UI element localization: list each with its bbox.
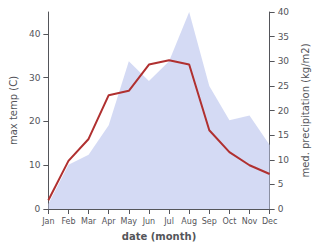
svg-text:Sep: Sep bbox=[202, 217, 217, 226]
svg-text:date (month): date (month) bbox=[122, 231, 196, 242]
svg-text:30: 30 bbox=[278, 56, 290, 66]
svg-text:40: 40 bbox=[278, 7, 290, 17]
svg-text:20: 20 bbox=[29, 116, 41, 126]
svg-text:Dec: Dec bbox=[262, 217, 277, 226]
svg-text:40: 40 bbox=[29, 29, 41, 39]
svg-text:Mar: Mar bbox=[81, 217, 97, 226]
svg-text:35: 35 bbox=[278, 32, 289, 42]
svg-text:0: 0 bbox=[35, 204, 41, 214]
svg-text:25: 25 bbox=[278, 81, 289, 91]
svg-text:med. precipitation (kg/m2): med. precipitation (kg/m2) bbox=[300, 43, 311, 177]
svg-text:max temp (C): max temp (C) bbox=[8, 76, 19, 145]
svg-text:20: 20 bbox=[278, 106, 290, 116]
svg-text:Aug: Aug bbox=[181, 217, 197, 226]
svg-text:Oct: Oct bbox=[222, 217, 236, 226]
svg-text:15: 15 bbox=[278, 130, 289, 140]
svg-text:Feb: Feb bbox=[61, 217, 75, 226]
svg-text:Jun: Jun bbox=[142, 217, 156, 226]
svg-text:Jul: Jul bbox=[163, 217, 174, 226]
svg-text:May: May bbox=[121, 217, 138, 226]
svg-text:Apr: Apr bbox=[102, 217, 117, 226]
svg-text:5: 5 bbox=[278, 179, 284, 189]
svg-text:10: 10 bbox=[29, 160, 41, 170]
svg-text:30: 30 bbox=[29, 73, 41, 83]
svg-text:10: 10 bbox=[278, 155, 290, 165]
svg-text:Nov: Nov bbox=[242, 217, 258, 226]
svg-text:Jan: Jan bbox=[41, 217, 54, 226]
svg-text:0: 0 bbox=[278, 204, 284, 214]
